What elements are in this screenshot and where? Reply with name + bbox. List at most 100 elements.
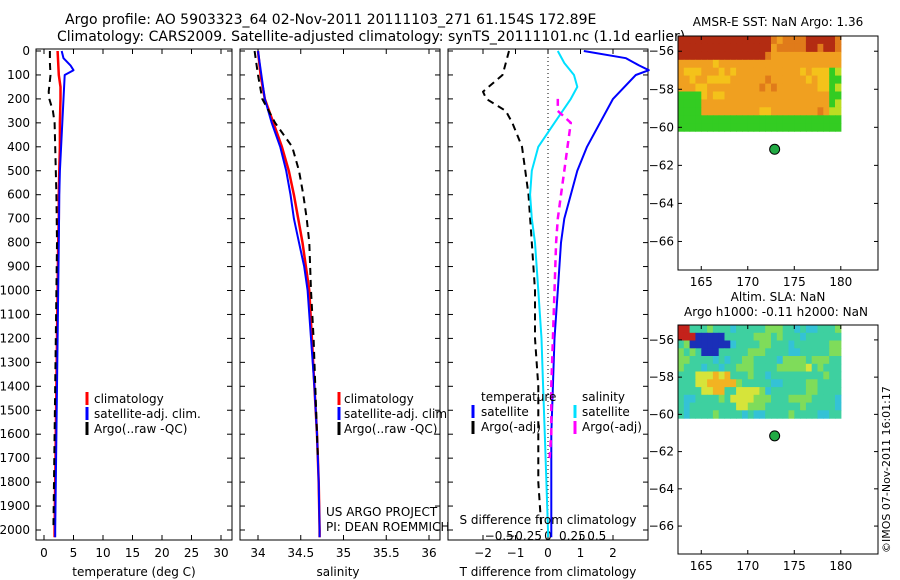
temperature-xlabel: temperature (deg C) (72, 565, 195, 579)
m-sla-cell (805, 394, 813, 404)
copyright-stamp: ©IMOS 07-Nov-2011 16:01:17 (880, 386, 893, 553)
m-sst-cell (701, 115, 708, 124)
m-sst-cell (695, 36, 702, 45)
m-sla-ytick-label: −56 (649, 333, 674, 347)
m-sla-cell (788, 363, 795, 373)
m-sst-cell (782, 36, 790, 45)
m-sla-cell (771, 371, 778, 380)
temperature-xtick-label: 5 (70, 546, 78, 560)
m-sst-cell (794, 91, 801, 100)
m-sst-cell (736, 75, 743, 85)
m-sla-cell (695, 402, 702, 411)
m-sst-cell (736, 59, 743, 69)
difference-legend-s-argo: Argo(-adj) (582, 420, 642, 434)
m-sla-cell (794, 371, 801, 380)
m-sla-cell (678, 387, 685, 396)
m-sst-cell (835, 107, 842, 116)
m-sla-cell (689, 340, 696, 349)
m-sla-cell (683, 332, 691, 342)
m-sst-cell (782, 75, 790, 85)
m-sla-cell (800, 332, 807, 342)
difference-xtick-label: 2 (609, 546, 617, 560)
m-sla-ytick-label: −66 (649, 519, 674, 533)
m-sst-cell (829, 91, 836, 100)
depth-ytick-label: 200 (7, 92, 30, 106)
m-sla-cell (817, 356, 824, 365)
m-sla-cell (712, 348, 720, 357)
m-sst-cell (701, 83, 708, 93)
m-sla-cell (835, 394, 842, 404)
m-sst-cell (805, 115, 813, 124)
m-sla-cell (835, 371, 842, 380)
m-sla-cell (823, 371, 830, 380)
m-sst-cell (800, 75, 807, 85)
m-sla-cell (829, 394, 836, 404)
m-sst-cell (730, 107, 737, 116)
depth-ytick-label: 500 (7, 164, 30, 178)
m-sst-cell (800, 99, 807, 108)
m-sst-cell (683, 83, 691, 93)
m-sst-cell (794, 83, 801, 93)
m-sla-cell (718, 340, 726, 349)
m-sst-cell (788, 83, 795, 93)
m-sst-cell (683, 107, 691, 116)
m-sst-cell (829, 115, 836, 124)
m-sst-cell (712, 107, 720, 116)
m-sst-ytick-label: −62 (649, 158, 674, 172)
m-sst-cell (794, 67, 801, 77)
m-sst-ytick-label: −64 (649, 196, 674, 210)
m-sst-cell (811, 43, 819, 53)
m-sst-cell (747, 51, 755, 61)
m-sst-cell (701, 99, 708, 108)
m-sla-cell (742, 387, 749, 396)
m-sla-xtick-label: 170 (736, 559, 759, 573)
m-sst-cell (835, 99, 842, 108)
m-sla-cell (805, 363, 813, 373)
m-sst-cell (718, 43, 726, 53)
m-sla-cell (695, 340, 702, 349)
m-sst-cell (776, 51, 784, 61)
m-sla-cell (747, 371, 755, 380)
m-sla-cell (695, 332, 702, 342)
m-sst-cell (707, 107, 714, 116)
m-sla-cell (742, 410, 749, 419)
m-sst-cell (742, 75, 749, 85)
m-sst-cell (765, 43, 772, 53)
m-sla-cell (794, 348, 801, 357)
m-sst-cell (695, 75, 702, 85)
m-sst-cell (718, 123, 726, 132)
m-sla-cell (753, 379, 760, 388)
m-sst-cell (718, 107, 726, 116)
m-sst-cell (759, 123, 766, 132)
m-sla-cell (823, 402, 830, 411)
temperature-xtick-label: 15 (125, 546, 140, 560)
m-sst-cell (800, 36, 807, 45)
m-sla-cell (718, 363, 726, 373)
m-sst-cell (724, 75, 731, 85)
m-sla-cell (776, 325, 784, 334)
sla-map-ticks: 165 170 175 180 −56 −58 −60 −62 −64 −66 (649, 325, 878, 573)
m-sla-cell (742, 340, 749, 349)
m-sst-cell (730, 83, 737, 93)
m-sst-cell (788, 123, 795, 132)
m-sst-cell (794, 99, 801, 108)
sla-map-box (677, 324, 879, 555)
m-sst-cell (730, 91, 737, 100)
m-sst-cell (712, 99, 720, 108)
m-sst-cell (776, 59, 784, 69)
m-sla-cell (829, 340, 836, 349)
m-sst-cell (829, 123, 836, 132)
difference-xtick-label: 0 (544, 546, 552, 560)
m-sla-cell (817, 340, 824, 349)
m-sla-cell (747, 325, 755, 334)
m-sla-cell (747, 387, 755, 396)
m-sst-cell (689, 75, 696, 85)
m-sst-cell (718, 83, 726, 93)
m-sst-cell (712, 36, 720, 45)
m-sst-cell (765, 59, 772, 69)
m-sst-cell (678, 75, 685, 85)
m-sst-cell (678, 51, 685, 61)
m-sla-cell (747, 340, 755, 349)
difference-series-salinity-argo-adj (548, 98, 573, 459)
m-sst-cell (800, 51, 807, 61)
